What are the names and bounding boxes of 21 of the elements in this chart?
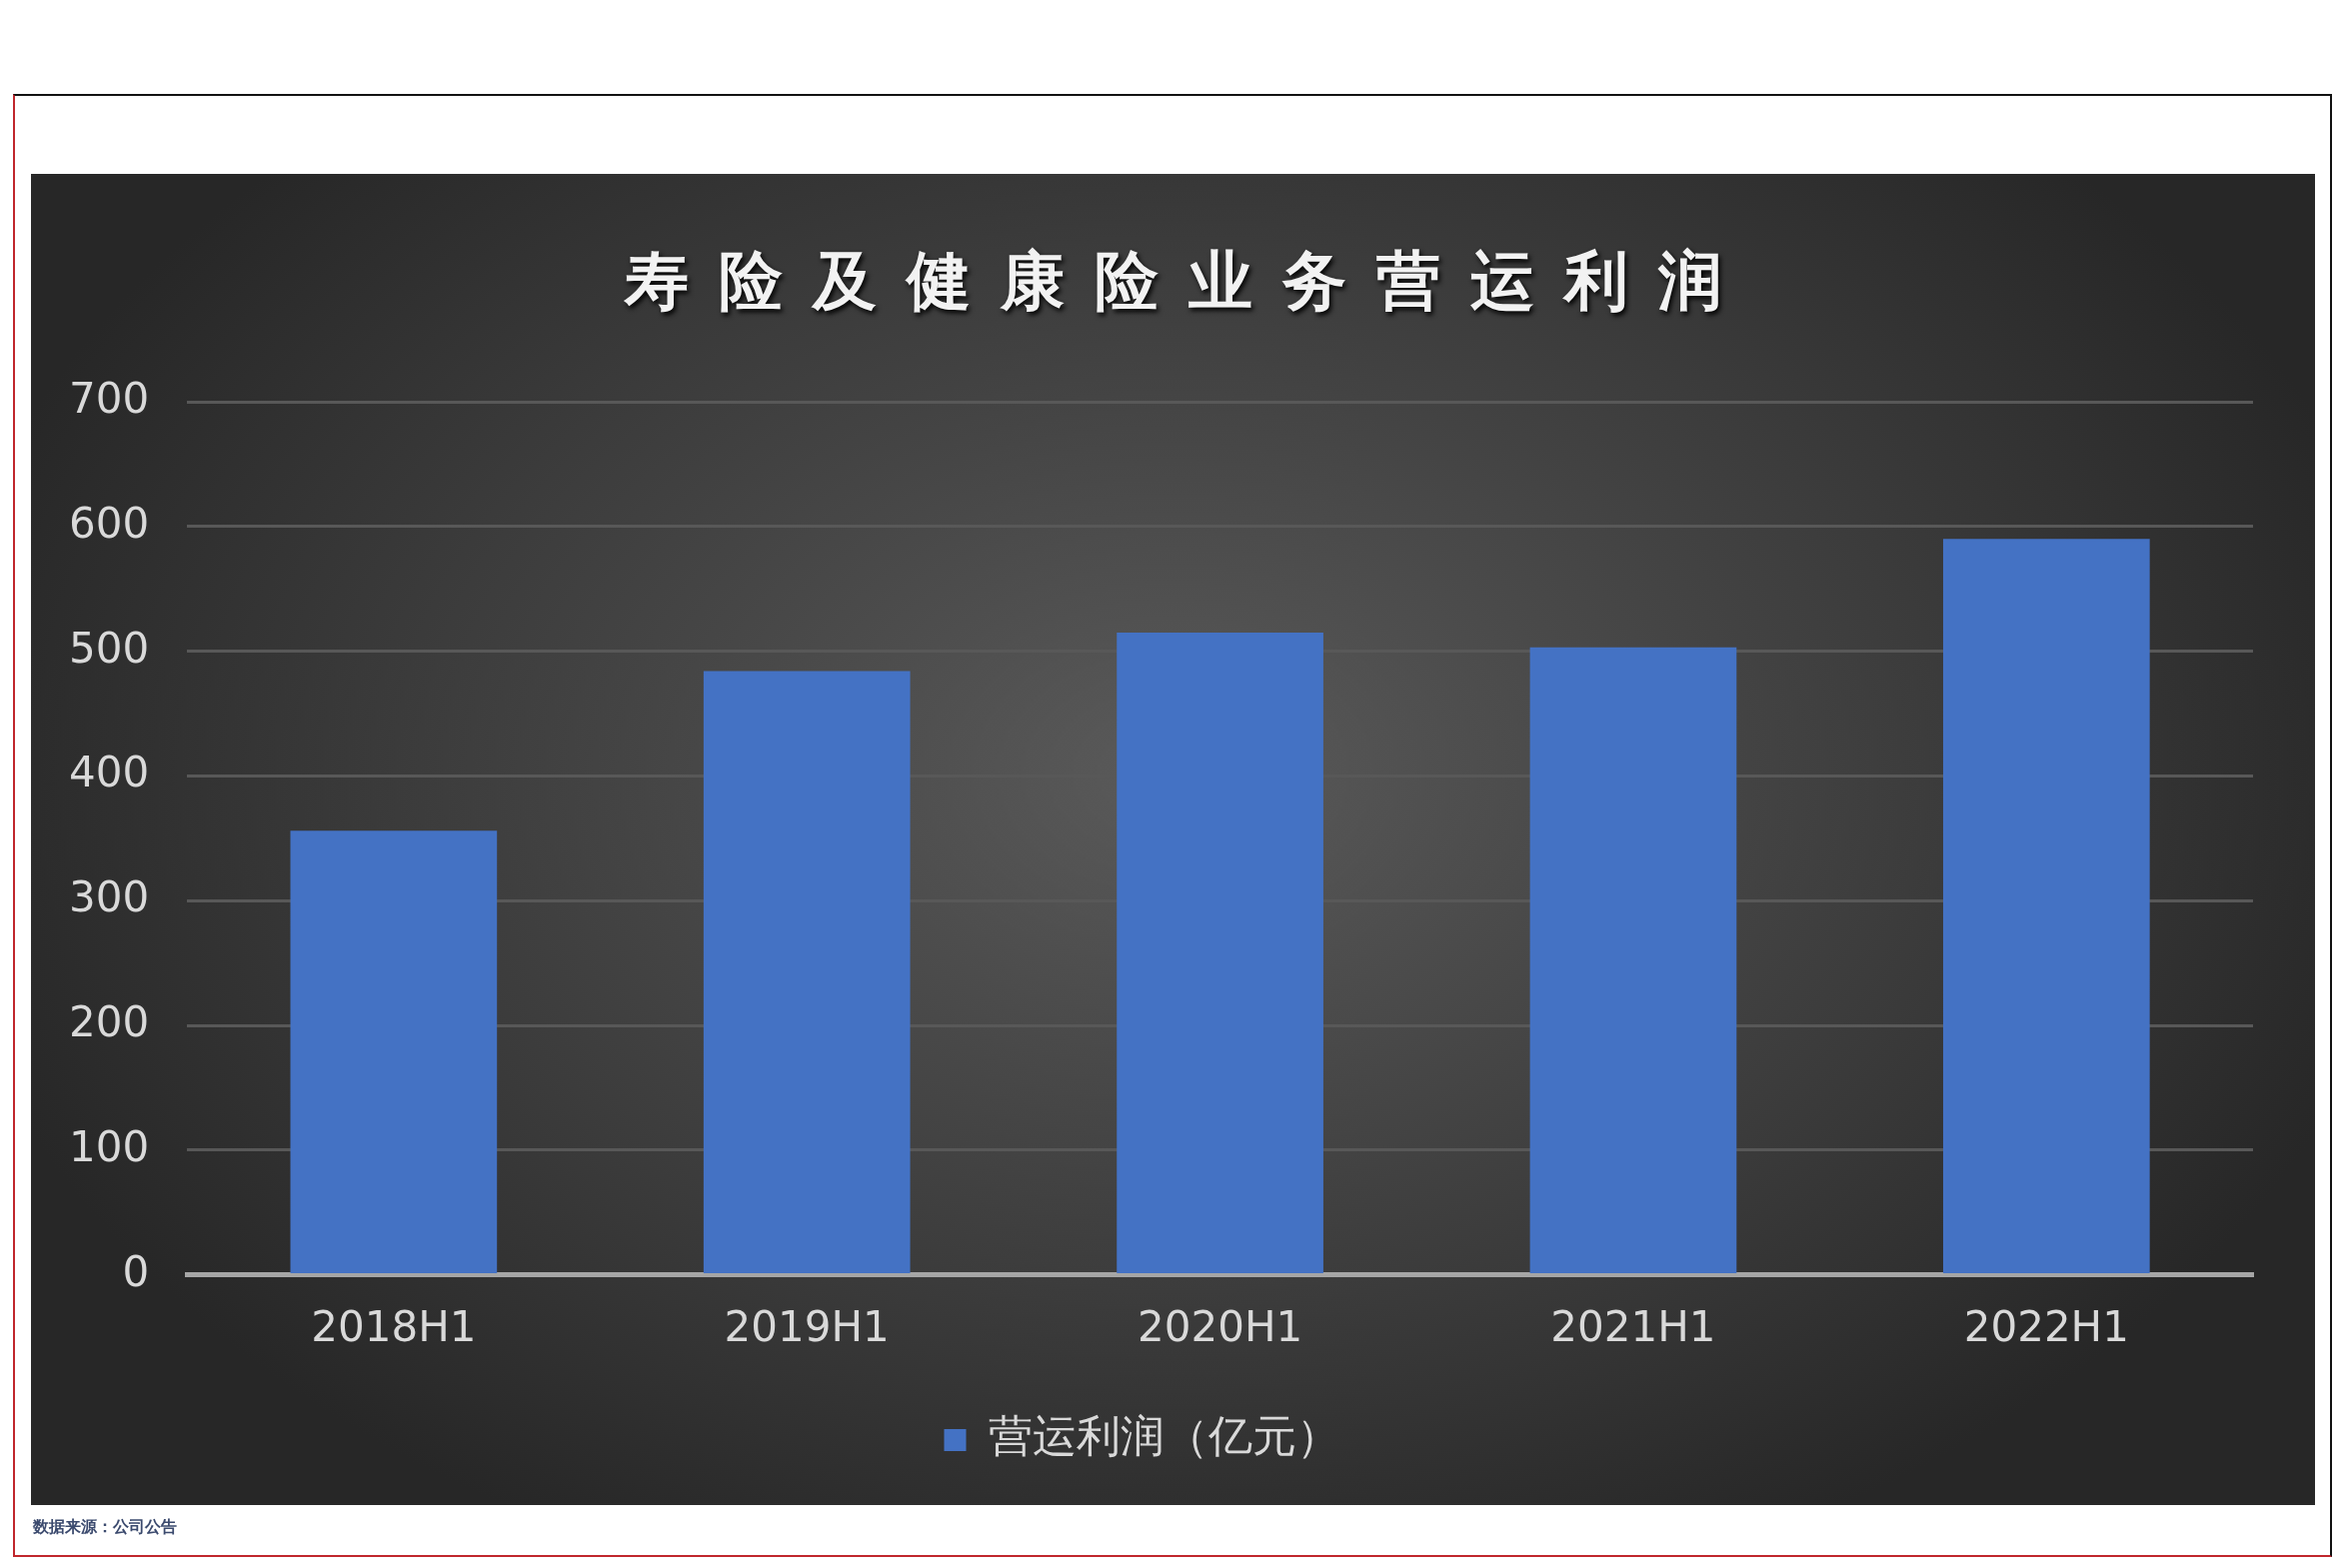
x-tick-label: 2019H1: [724, 1301, 890, 1351]
y-tick-label: 0: [122, 1246, 150, 1296]
x-tick-label: 2021H1: [1550, 1301, 1716, 1351]
y-tick-label: 600: [68, 498, 150, 548]
y-tick-label: 500: [68, 623, 150, 673]
chart-title: 寿险及健康险业务营运利润: [623, 243, 1753, 320]
bar: [1117, 632, 1323, 1274]
bar: [703, 671, 911, 1274]
source-note: 数据来源：公司公告: [33, 1517, 177, 1538]
x-tick-label: 2020H1: [1137, 1301, 1303, 1351]
legend-label: 营运利润（亿元）: [988, 1410, 1340, 1462]
x-tick-label: 2022H1: [1963, 1301, 2129, 1351]
y-tick-label: 400: [68, 748, 150, 797]
y-tick-label: 100: [68, 1121, 150, 1171]
bar: [290, 830, 498, 1274]
bar: [1529, 647, 1737, 1274]
y-tick-label: 700: [68, 373, 150, 423]
y-tick-label: 300: [68, 872, 150, 922]
bar: [1942, 539, 2150, 1274]
x-tick-label: 2018H1: [311, 1301, 477, 1351]
y-tick-label: 200: [68, 996, 150, 1046]
